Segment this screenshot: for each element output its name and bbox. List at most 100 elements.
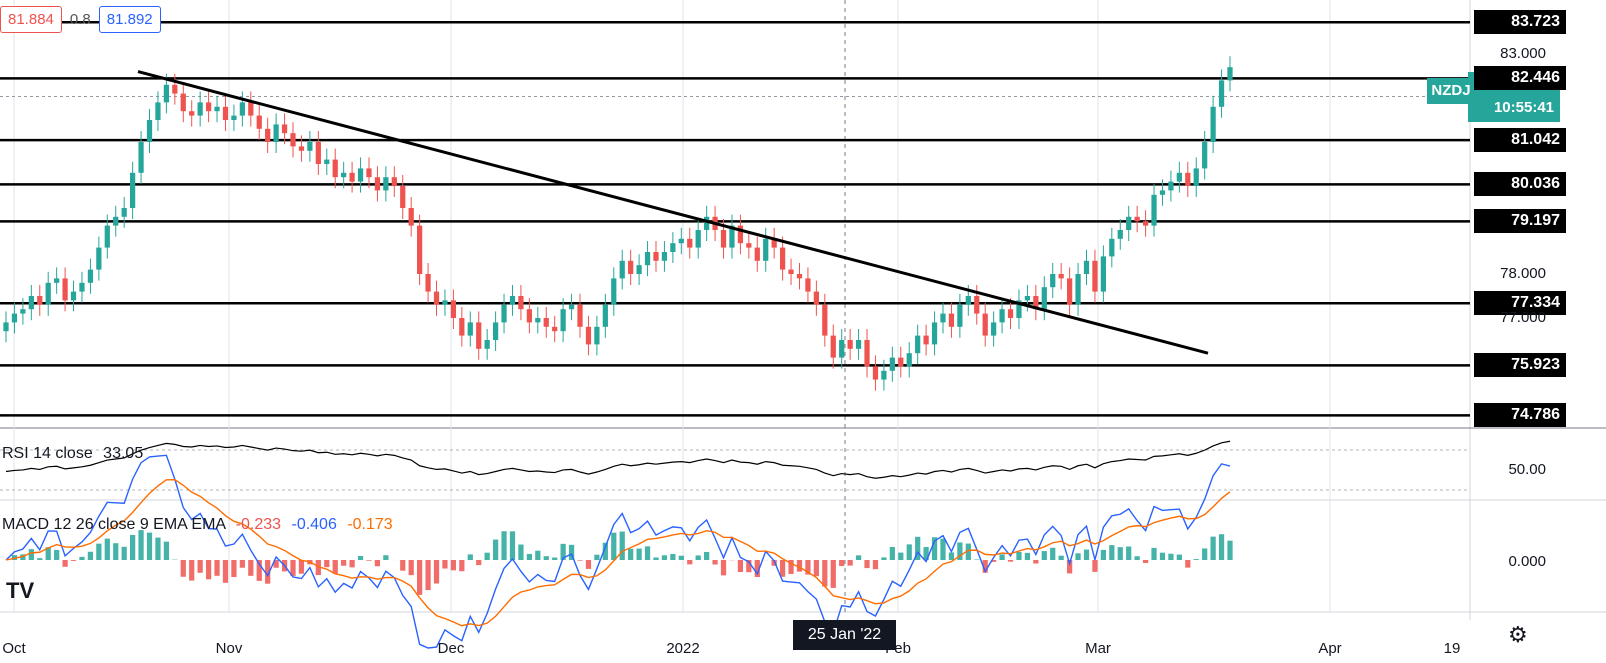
macd-histogram-bar: [273, 560, 279, 568]
macd-histogram-bar: [1227, 540, 1233, 560]
macd-histogram-bar: [940, 538, 946, 560]
macd-legend: MACD 12 26 close 9 EMA EMA -0.233 -0.406…: [2, 516, 393, 534]
macd-histogram-bar: [712, 560, 718, 565]
candle-body: [746, 243, 752, 248]
candle-body: [1159, 190, 1166, 195]
candle-body: [62, 278, 68, 301]
macd-histogram-bar: [670, 554, 676, 560]
candle-body: [839, 340, 845, 358]
candle-body: [96, 247, 102, 270]
settings-gear-icon[interactable]: ⚙: [1508, 622, 1528, 647]
macd-histogram-bar: [417, 560, 423, 595]
candle-body: [442, 300, 448, 305]
candle-body: [509, 296, 516, 305]
candle-body: [923, 335, 929, 345]
candle-body: [915, 335, 921, 354]
macd-hist-value: -0.173: [347, 516, 393, 533]
candle-body: [1092, 260, 1098, 292]
macd-histogram-bar: [1058, 555, 1064, 560]
candle-body: [1058, 274, 1064, 279]
candle-body: [357, 168, 364, 182]
rsi-label: RSI 14 close: [2, 445, 93, 462]
candle-body: [872, 366, 879, 380]
candle-body: [628, 260, 634, 274]
candle-body: [948, 313, 955, 327]
candle-body: [585, 326, 592, 345]
level-tag: 75.923: [1474, 353, 1566, 378]
macd-histogram-bar: [146, 532, 153, 560]
trendline: [137, 70, 1209, 355]
candle-body: [611, 278, 617, 305]
macd-histogram-bar: [180, 560, 186, 577]
macd-histogram-bar: [155, 537, 161, 560]
macd-histogram-bar: [982, 560, 988, 573]
candle-body: [189, 111, 195, 116]
candle-body: [754, 247, 760, 261]
macd-histogram-bar: [661, 555, 668, 560]
candle-body: [281, 124, 288, 134]
macd-histogram-bar: [704, 551, 710, 560]
candle-body: [1100, 256, 1106, 292]
candle-body: [11, 313, 18, 323]
macd-signal-value: -0.406: [291, 516, 337, 533]
macd-histogram-bar: [543, 556, 549, 560]
candle-body: [763, 238, 769, 261]
price-axis-label: 77.000: [1500, 309, 1546, 326]
macd-histogram-bar: [374, 560, 381, 567]
rsi-line: [5, 440, 1231, 479]
macd-histogram-bar: [974, 559, 980, 560]
candle-body: [79, 282, 85, 292]
candle-body: [1202, 142, 1208, 169]
candle-body: [1117, 230, 1123, 239]
candle-body: [704, 216, 710, 230]
candle-body: [298, 146, 305, 151]
candle-body: [594, 326, 600, 345]
level-tag: 81.042: [1474, 128, 1566, 153]
candle-body: [1066, 278, 1073, 305]
macd-histogram-bar: [805, 560, 811, 575]
candle-body: [425, 274, 431, 292]
candle-body: [830, 335, 836, 358]
macd-histogram-bar: [611, 532, 617, 560]
candle-body: [1176, 172, 1182, 182]
macd-histogram-bar: [1134, 556, 1140, 560]
macd-histogram-bar: [779, 560, 786, 577]
spread-value: 0.8: [69, 11, 91, 28]
macd-histogram-bar: [425, 560, 431, 591]
candle-body: [889, 357, 895, 371]
macd-histogram-bar: [189, 560, 195, 581]
time-axis-label: 2022: [666, 640, 700, 657]
macd-histogram-bar: [830, 560, 836, 588]
candle-body: [28, 296, 34, 310]
candle-body: [855, 340, 862, 349]
macd-histogram-bar: [678, 555, 684, 560]
macd-histogram-bar: [560, 543, 566, 560]
macd-histogram-bar: [476, 560, 482, 566]
candle-body: [1033, 296, 1039, 310]
macd-histogram-bar: [1050, 547, 1056, 560]
candle-body: [256, 115, 262, 129]
macd-histogram-bar: [341, 560, 347, 566]
candle-body: [720, 230, 727, 248]
macd-histogram-bar: [121, 546, 127, 560]
candle-body: [492, 322, 499, 340]
macd-histogram-bar: [1033, 560, 1039, 564]
buy-price-button[interactable]: 81.892: [98, 6, 161, 33]
macd-histogram-bar: [1202, 548, 1208, 560]
signal-line: [5, 478, 1231, 627]
candle-body: [881, 370, 887, 380]
candle-body: [248, 102, 254, 116]
macd-histogram-bar: [62, 560, 68, 567]
time-axis-label: Apr: [1318, 640, 1342, 657]
macd-histogram-bar: [898, 552, 904, 560]
candle-body: [146, 120, 153, 142]
macd-histogram-bar: [1024, 552, 1031, 560]
time-axis-label: Nov: [215, 640, 243, 657]
candle-body: [974, 296, 980, 314]
candle-body: [543, 318, 549, 327]
macd-histogram-bar: [450, 560, 457, 571]
macd-histogram-bar: [872, 560, 879, 570]
sell-price-button[interactable]: 81.884: [0, 6, 62, 33]
candle-body: [957, 304, 963, 327]
